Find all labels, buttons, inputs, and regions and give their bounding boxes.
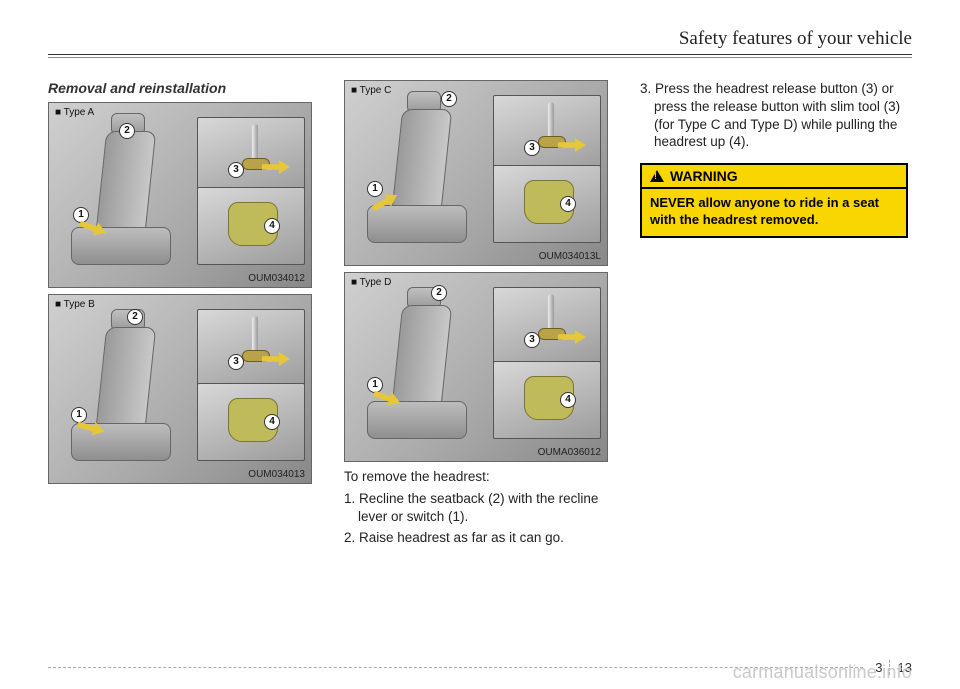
subsection-title: Removal and reinstallation bbox=[48, 80, 320, 96]
instruction-step-2: 2. Raise headrest as far as it can go. bbox=[344, 529, 616, 547]
callout-1: 1 bbox=[71, 407, 87, 423]
instruction-step-3: 3. Press the headrest release button (3)… bbox=[640, 80, 912, 151]
callout-2: 2 bbox=[441, 91, 457, 107]
callout-4: 4 bbox=[560, 392, 576, 408]
figure-type-d: ■ Type D 3 4 1 2 OUMA036012 bbox=[344, 272, 608, 462]
callout-1: 1 bbox=[367, 377, 383, 393]
callout-1: 1 bbox=[73, 207, 89, 223]
callout-2: 2 bbox=[127, 309, 143, 325]
seat-illustration bbox=[61, 131, 181, 271]
page-header-title: Safety features of your vehicle bbox=[48, 28, 912, 54]
seat-illustration bbox=[357, 109, 477, 249]
column-right: 3. Press the headrest release button (3)… bbox=[640, 80, 912, 551]
warning-heading: WARNING bbox=[670, 168, 738, 184]
seat-illustration bbox=[357, 305, 477, 445]
inset-headrest-c: 4 bbox=[493, 165, 601, 243]
watermark-text: carmanualsonline.info bbox=[733, 662, 912, 683]
callout-4: 4 bbox=[560, 196, 576, 212]
callout-2: 2 bbox=[119, 123, 135, 139]
warning-box: WARNING NEVER allow anyone to ride in a … bbox=[640, 163, 908, 238]
manual-page: Safety features of your vehicle Removal … bbox=[0, 0, 960, 689]
callout-1: 1 bbox=[367, 181, 383, 197]
column-middle: ■ Type C 3 4 1 2 OUM034013L bbox=[344, 80, 616, 551]
instruction-intro: To remove the headrest: bbox=[344, 468, 616, 486]
instruction-block-1: To remove the headrest: 1. Recline the s… bbox=[344, 468, 616, 547]
header-rule-thick bbox=[48, 54, 912, 55]
figure-b-type-label: ■ Type B bbox=[55, 299, 95, 310]
warning-body: NEVER allow anyone to ride in a seat wit… bbox=[642, 189, 906, 236]
figure-a-code: OUM034012 bbox=[248, 273, 305, 284]
callout-4: 4 bbox=[264, 414, 280, 430]
callout-3: 3 bbox=[524, 332, 540, 348]
header-rule-thin bbox=[48, 57, 912, 58]
warning-heading-row: WARNING bbox=[642, 165, 906, 189]
instruction-step-1: 1. Recline the seatback (2) with the rec… bbox=[344, 490, 616, 526]
inset-headrest-d: 4 bbox=[493, 361, 601, 439]
inset-headrest-a: 4 bbox=[197, 187, 305, 265]
seat-illustration bbox=[61, 327, 181, 467]
callout-3: 3 bbox=[228, 354, 244, 370]
figure-type-a: ■ Type A 3 4 1 2 OUM034012 bbox=[48, 102, 312, 288]
figure-type-b: ■ Type B 3 4 1 2 OUM034013 bbox=[48, 294, 312, 484]
figure-type-c: ■ Type C 3 4 1 2 OUM034013L bbox=[344, 80, 608, 266]
figure-c-code: OUM034013L bbox=[539, 251, 601, 262]
figure-c-type-label: ■ Type C bbox=[351, 85, 391, 96]
column-left: Removal and reinstallation ■ Type A 3 4 … bbox=[48, 80, 320, 551]
callout-3: 3 bbox=[524, 140, 540, 156]
instruction-block-2: 3. Press the headrest release button (3)… bbox=[640, 80, 912, 151]
callout-3: 3 bbox=[228, 162, 244, 178]
inset-post-d: 3 bbox=[493, 287, 601, 365]
callout-2: 2 bbox=[431, 285, 447, 301]
figure-d-type-label: ■ Type D bbox=[351, 277, 391, 288]
inset-post-c: 3 bbox=[493, 95, 601, 173]
figure-a-type-label: ■ Type A bbox=[55, 107, 94, 118]
figure-b-code: OUM034013 bbox=[248, 469, 305, 480]
inset-headrest-b: 4 bbox=[197, 383, 305, 461]
inset-post-b: 3 bbox=[197, 309, 305, 387]
inset-post-a: 3 bbox=[197, 117, 305, 195]
warning-triangle-icon bbox=[650, 170, 664, 182]
figure-d-code: OUMA036012 bbox=[538, 447, 601, 458]
callout-4: 4 bbox=[264, 218, 280, 234]
content-columns: Removal and reinstallation ■ Type A 3 4 … bbox=[48, 80, 912, 551]
